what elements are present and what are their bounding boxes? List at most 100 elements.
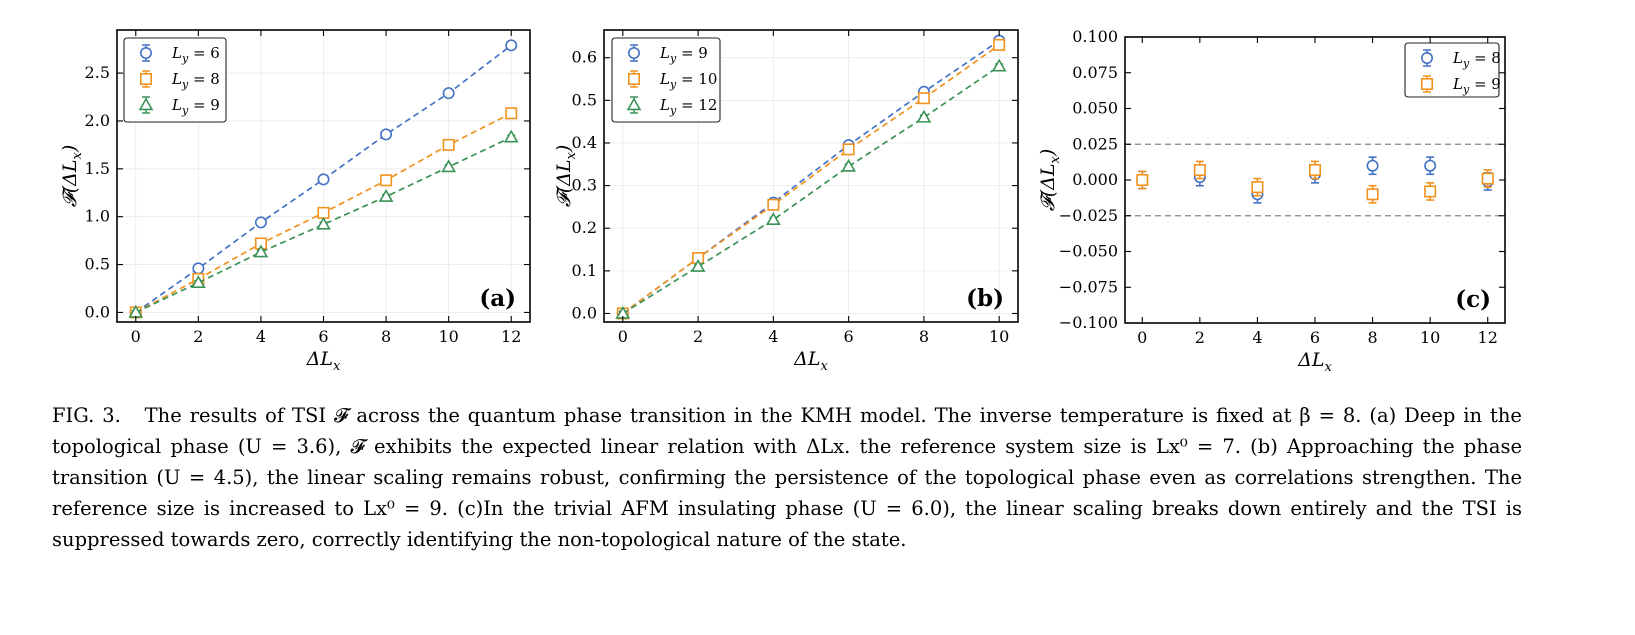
x-tick-label: 4 xyxy=(256,327,266,346)
x-tick-label: 6 xyxy=(844,327,854,346)
legend-frame xyxy=(611,37,721,123)
y-axis-label: 𝓕(ΔLx) xyxy=(59,145,85,208)
x-tick-label: 10 xyxy=(438,327,458,346)
data-point xyxy=(690,258,706,272)
data-point xyxy=(1481,172,1494,185)
series-triangle xyxy=(615,58,1007,319)
data-point xyxy=(917,92,930,105)
y-tick-label: −0.025 xyxy=(1059,206,1118,225)
legend: Ly = 8 Ly = 9 xyxy=(1404,42,1501,98)
series-line xyxy=(622,44,1000,315)
legend-marker xyxy=(138,97,154,111)
data-point xyxy=(190,275,206,289)
y-tick-label: 0.075 xyxy=(1072,63,1118,82)
legend: Ly = 6 Ly = 8 Ly = 9 xyxy=(123,37,227,123)
x-tick-label: 8 xyxy=(1367,328,1377,347)
panel-tag: (a) xyxy=(479,285,516,312)
series-line xyxy=(622,39,1000,315)
y-tick-label: 0.5 xyxy=(85,255,110,274)
y-tick-label: 0.100 xyxy=(1072,27,1118,46)
legend-label: Ly = 8 xyxy=(1452,49,1501,70)
data-point xyxy=(505,107,518,120)
panel-c: 0 2 4 6 8 10 12 −0.100 −0.075 −0.050 −0.025 0.000 0.… xyxy=(1037,27,1506,375)
series-square xyxy=(1136,160,1494,204)
x-tick-label: 8 xyxy=(919,327,929,346)
y-tick-label: 0.5 xyxy=(572,90,597,109)
data-point xyxy=(316,216,331,230)
figure-caption: FIG. 3. The results of TSI 𝓕 across the … xyxy=(52,400,1522,555)
series-line xyxy=(622,65,1000,315)
y-tick-label: 0.050 xyxy=(1072,99,1118,118)
data-point xyxy=(842,143,855,156)
data-point xyxy=(317,173,330,186)
x-axis-label: ΔLx xyxy=(793,348,828,374)
panel-b: 0 2 4 6 8 10 0.0 0.1 0.2 0.3 0.4 0.5 0.6 ΔLx 𝓕(ΔLx) (b)… xyxy=(553,29,1019,374)
data-point xyxy=(1136,174,1149,187)
y-tick-label: 1.5 xyxy=(85,159,110,178)
y-tick-label: 0.1 xyxy=(572,261,597,280)
x-tick-label: 4 xyxy=(1252,328,1262,347)
data-point xyxy=(378,188,394,202)
data-point xyxy=(1251,181,1264,194)
data-point xyxy=(442,138,455,151)
x-tick-label: 6 xyxy=(318,327,328,346)
x-tick-label: 2 xyxy=(1195,328,1205,347)
x-tick-label: 8 xyxy=(381,327,391,346)
data-point xyxy=(503,129,519,143)
data-point xyxy=(380,174,393,187)
data-point xyxy=(1309,163,1322,176)
legend-label: Ly = 9 xyxy=(171,96,220,117)
data-point xyxy=(192,262,205,275)
x-tick-label: 2 xyxy=(693,327,703,346)
data-point xyxy=(317,206,330,219)
y-tick-label: −0.050 xyxy=(1059,242,1118,261)
data-point xyxy=(505,39,518,52)
y-tick-label: 0.025 xyxy=(1072,134,1118,153)
data-point xyxy=(916,109,932,123)
data-point xyxy=(766,212,781,225)
legend-marker xyxy=(627,73,640,86)
data-point xyxy=(380,128,393,141)
legend-marker xyxy=(140,73,153,86)
legend-marker xyxy=(626,97,642,111)
x-axis-label: ΔLx xyxy=(1297,349,1332,375)
legend-label: Ly = 9 xyxy=(1452,75,1501,96)
data-point xyxy=(1366,159,1379,172)
data-point xyxy=(441,159,457,173)
x-tick-label: 0 xyxy=(1137,328,1147,347)
x-axis-label: ΔLx xyxy=(306,348,341,374)
legend-marker xyxy=(140,46,153,59)
data-point xyxy=(1424,159,1437,172)
x-tick-label: 10 xyxy=(1420,328,1440,347)
legend-frame xyxy=(123,37,227,123)
data-point xyxy=(254,216,267,229)
legend-label: Ly = 6 xyxy=(171,44,220,65)
y-tick-label: 0.000 xyxy=(1072,170,1118,189)
x-tick-label: 2 xyxy=(193,327,203,346)
legend-marker xyxy=(1421,51,1434,64)
x-tick-label: 12 xyxy=(501,327,521,346)
legend-marker xyxy=(1421,78,1434,91)
axis-frame xyxy=(603,29,1019,323)
y-axis-label: 𝓕(ΔLx) xyxy=(1037,149,1063,212)
y-tick-label: 0.2 xyxy=(572,218,597,237)
caption-text: The results of TSI 𝓕 across the quantum … xyxy=(52,404,1522,551)
data-point xyxy=(253,244,269,258)
x-tick-label: 0 xyxy=(131,327,141,346)
y-tick-label: 0.4 xyxy=(572,133,597,152)
y-tick-label: 2.0 xyxy=(85,111,110,130)
panel-a: 0 2 4 6 8 10 12 0.0 0.5 1.0 1.5 2.0 2.5 ΔLx 𝓕(ΔLx) (a) L… xyxy=(59,29,531,374)
x-tick-label: 6 xyxy=(1310,328,1320,347)
y-tick-label: 1.0 xyxy=(85,207,110,226)
data-point xyxy=(767,198,780,211)
y-tick-label: 0.0 xyxy=(572,303,597,322)
legend-label: Ly = 8 xyxy=(171,70,220,91)
figure-3: 0 2 4 6 8 10 12 0.0 0.5 1.0 1.5 2.0 2.5 ΔLx 𝓕(ΔLx) (a) L… xyxy=(59,27,1506,375)
data-point xyxy=(991,58,1007,72)
panel-tag: (c) xyxy=(1455,286,1491,313)
legend-label: Ly = 12 xyxy=(659,96,717,117)
x-tick-label: 10 xyxy=(989,327,1009,346)
legend: Ly = 9 Ly = 10 Ly = 12 xyxy=(611,37,721,123)
y-tick-label: 2.5 xyxy=(85,63,110,82)
x-tick-label: 0 xyxy=(618,327,628,346)
